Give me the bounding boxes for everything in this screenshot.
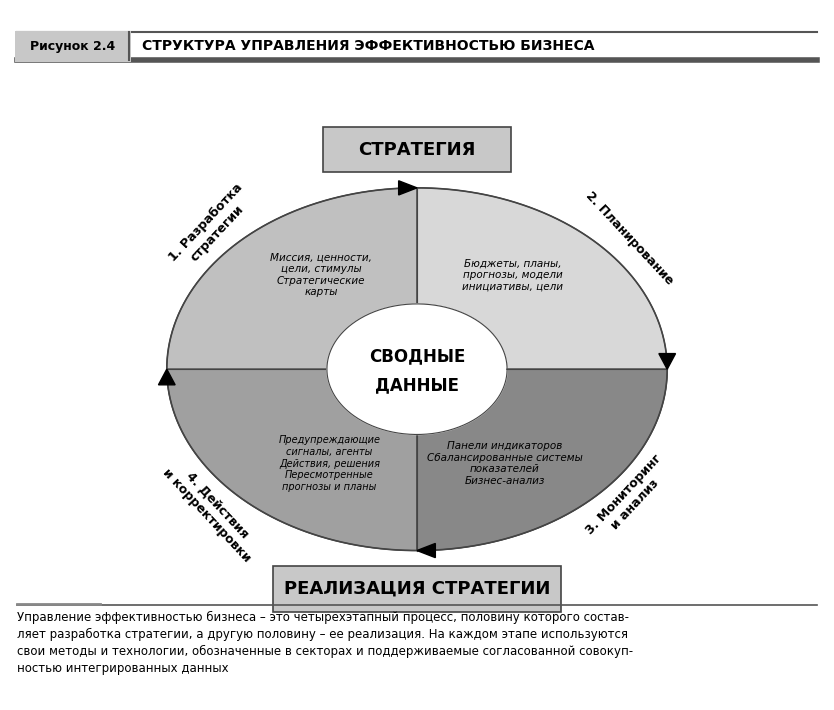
- Text: 4. Действия
и корректировки: 4. Действия и корректировки: [160, 457, 264, 565]
- Text: Бюджеты, планы,
прогнозы, модели
инициативы, цели: Бюджеты, планы, прогнозы, модели инициат…: [462, 258, 564, 292]
- Text: СВОДНЫЕ: СВОДНЫЕ: [369, 347, 465, 366]
- Text: Предупреждающие
сигналы, агенты
Действия, решения
Пересмотренные
прогнозы и план: Предупреждающие сигналы, агенты Действия…: [279, 435, 380, 492]
- Text: 3. Мониторинг
и анализ: 3. Мониторинг и анализ: [584, 452, 676, 547]
- Text: Рисунок 2.4: Рисунок 2.4: [30, 40, 116, 53]
- Polygon shape: [158, 369, 175, 385]
- Polygon shape: [417, 543, 435, 557]
- Text: Управление эффективностью бизнеса – это четырехэтапный процесс, половину которог: Управление эффективностью бизнеса – это …: [17, 611, 633, 675]
- Polygon shape: [659, 354, 676, 369]
- Polygon shape: [417, 188, 667, 369]
- Polygon shape: [417, 369, 667, 550]
- Polygon shape: [167, 369, 417, 550]
- FancyBboxPatch shape: [273, 566, 561, 611]
- Text: СТРУКТУРА УПРАВЛЕНИЯ ЭФФЕКТИВНОСТЬЮ БИЗНЕСА: СТРУКТУРА УПРАВЛЕНИЯ ЭФФЕКТИВНОСТЬЮ БИЗН…: [142, 39, 595, 53]
- Text: 1. Разработка
стратегии: 1. Разработка стратегии: [167, 181, 257, 275]
- FancyBboxPatch shape: [323, 127, 511, 173]
- Text: ДАННЫЕ: ДАННЫЕ: [375, 376, 459, 394]
- Polygon shape: [167, 188, 417, 369]
- Polygon shape: [399, 181, 417, 195]
- Text: СТРАТЕГИЯ: СТРАТЕГИЯ: [359, 141, 475, 158]
- Polygon shape: [327, 304, 507, 435]
- Text: Миссия, ценности,
цели, стимулы
Стратегические
карты: Миссия, ценности, цели, стимулы Стратеги…: [270, 253, 372, 297]
- FancyBboxPatch shape: [15, 31, 131, 62]
- Text: РЕАЛИЗАЦИЯ СТРАТЕГИИ: РЕАЛИЗАЦИЯ СТРАТЕГИИ: [284, 580, 550, 598]
- Text: Панели индикаторов
Сбалансированные системы
показателей
Бизнес-анализ: Панели индикаторов Сбалансированные сист…: [427, 441, 582, 486]
- Text: 2. Планирование: 2. Планирование: [583, 190, 676, 288]
